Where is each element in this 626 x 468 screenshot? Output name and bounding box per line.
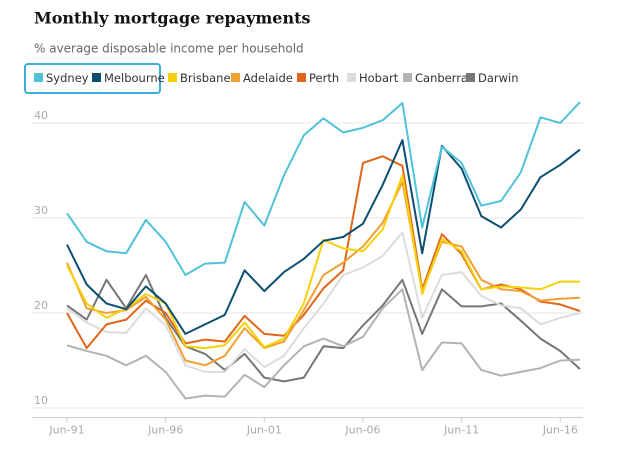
- chart-title: Monthly mortgage repayments: [34, 9, 311, 28]
- series-line: [66, 231, 581, 373]
- y-tick-label: 20: [34, 299, 48, 312]
- legend-swatch: [297, 73, 306, 82]
- chart-subtitle: % average disposable income per househol…: [34, 42, 304, 56]
- series-line: [66, 288, 581, 400]
- series-line: [66, 155, 581, 350]
- legend-label: Darwin: [478, 71, 519, 85]
- legend-swatch: [466, 73, 475, 82]
- y-tick-label: 40: [34, 109, 48, 122]
- y-tick-label: 10: [34, 394, 48, 407]
- series-line: [66, 101, 581, 276]
- legend-label: Melbourne: [104, 71, 165, 85]
- legend-label: Hobart: [359, 71, 399, 85]
- x-tick-label: Jun-06: [344, 424, 380, 437]
- legend-label: Brisbane: [180, 71, 231, 85]
- legend-label: Perth: [309, 71, 339, 85]
- legend-swatch: [347, 73, 356, 82]
- y-tick-label: 30: [34, 204, 48, 217]
- legend-label: Canberra: [415, 71, 468, 85]
- x-tick-label: Jun-16: [542, 424, 578, 437]
- series-line: [66, 180, 581, 367]
- legend-label: Sydney: [46, 71, 89, 85]
- series-line: [66, 174, 580, 350]
- legend-label: Adelaide: [243, 71, 293, 85]
- legend-swatch: [231, 73, 240, 82]
- x-tick-label: Jun-11: [443, 424, 479, 437]
- legend-swatch: [403, 73, 412, 82]
- x-tick-label: Jun-91: [48, 424, 84, 437]
- legend-swatch: [92, 73, 101, 82]
- legend-swatch: [168, 73, 177, 82]
- series-line: [66, 274, 581, 383]
- legend-highlight: [24, 63, 161, 94]
- x-tick-label: Jun-96: [147, 424, 183, 437]
- series-line: [66, 139, 581, 335]
- x-tick-label: Jun-01: [246, 424, 282, 437]
- legend-swatch: [34, 73, 43, 82]
